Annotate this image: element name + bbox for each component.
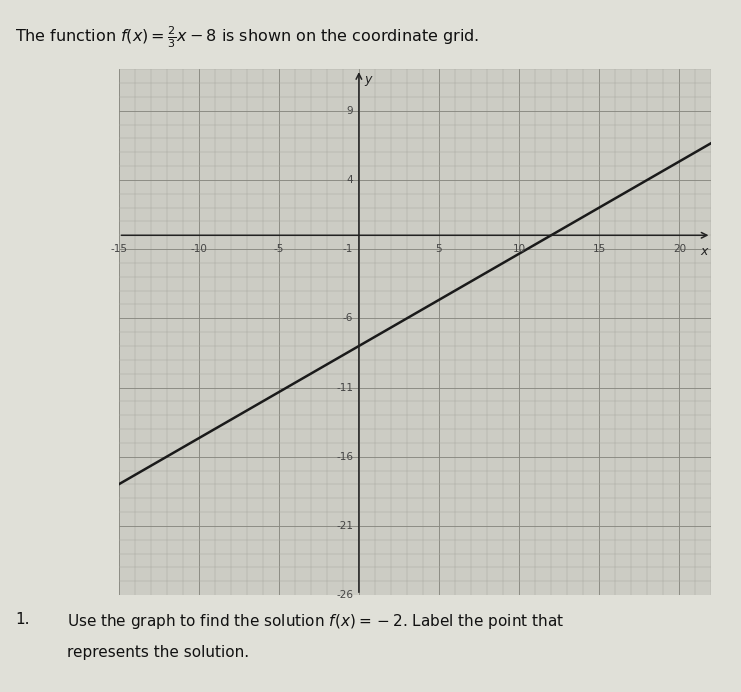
Text: 5: 5 [436,244,442,253]
Text: -26: -26 [336,590,353,600]
Text: y: y [365,73,372,86]
Text: -21: -21 [336,521,353,531]
Text: Use the graph to find the solution $f(x) = -2$. Label the point that: Use the graph to find the solution $f(x)… [67,612,564,631]
Text: -5: -5 [273,244,284,253]
Text: -16: -16 [336,452,353,462]
Text: 1.: 1. [15,612,30,628]
Text: -10: -10 [190,244,207,253]
Text: represents the solution.: represents the solution. [67,645,249,660]
Text: -15: -15 [110,244,127,253]
Text: 20: 20 [673,244,686,253]
Text: 15: 15 [593,244,606,253]
Text: -1: -1 [343,244,353,254]
Text: 4: 4 [347,175,353,185]
Text: 10: 10 [513,244,525,253]
Text: The function $f(x)=\frac{2}{3}x-8$ is shown on the coordinate grid.: The function $f(x)=\frac{2}{3}x-8$ is sh… [15,24,479,50]
Text: -11: -11 [336,383,353,392]
Text: -6: -6 [343,313,353,323]
Text: 9: 9 [347,106,353,116]
Text: x: x [701,245,708,258]
